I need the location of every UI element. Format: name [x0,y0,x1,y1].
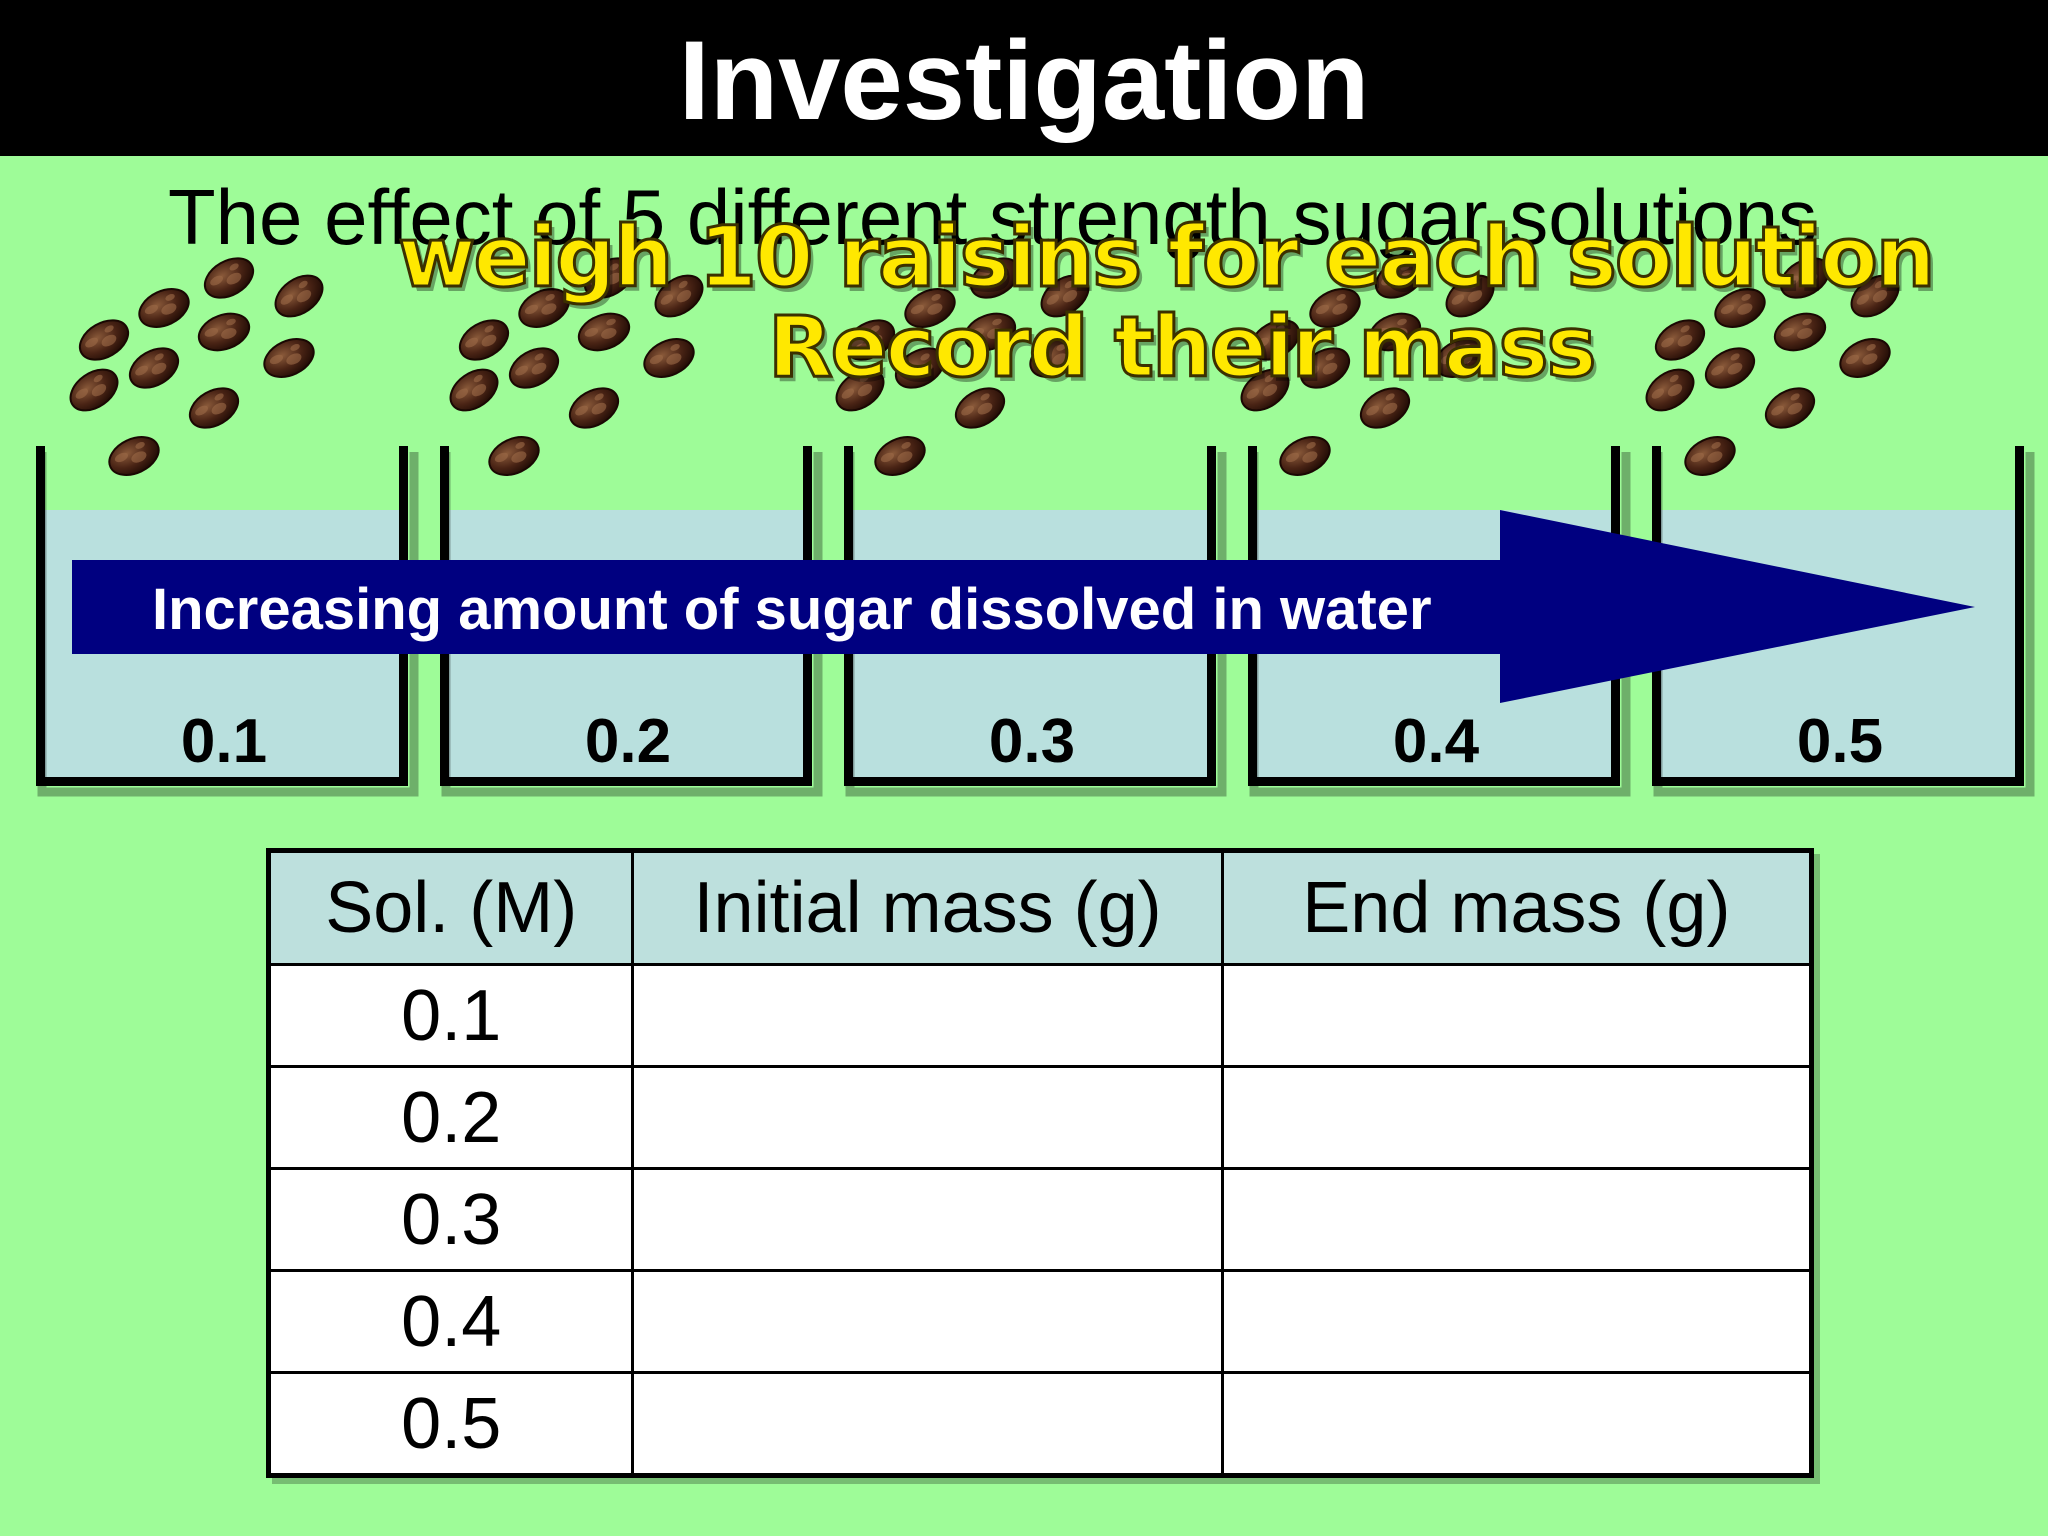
raisin-icon [577,312,631,352]
overlay-instruction-line-2: Record their mass [767,297,1599,398]
raisin-icon [1714,288,1766,328]
raisin-icon [583,257,635,299]
raisin-icon [1359,387,1411,429]
raisin-icon [1029,338,1081,378]
raisin-icon [1773,312,1827,352]
table-row: 0.5 [266,1371,1814,1477]
raisin-icon [874,436,926,476]
raisin-icon [1040,274,1090,318]
raisin-icon [1240,368,1290,412]
table-header-row: Sol. (M) Initial mass (g) End mass (g) [266,849,1814,966]
cell-initial-mass[interactable] [631,963,1224,1068]
raisin-icon [1445,274,1495,318]
raisin-icon [844,319,896,361]
arrow-icon [72,510,1975,703]
raisin-icon [69,368,119,412]
raisin-icon [488,436,540,476]
arrow-label: Increasing amount of sugar dissolved in … [152,577,1432,642]
raisin-icon [78,319,130,361]
cell-initial-mass[interactable] [631,1371,1224,1477]
cell-initial-mass[interactable] [631,1269,1224,1374]
raisin-icon [1654,319,1706,361]
header-end-mass: End mass (g) [1220,849,1814,966]
beaker-label: 0.2 [584,707,672,776]
cell-initial-mass[interactable] [631,1167,1224,1272]
raisin-icon [835,368,885,412]
cell-end-mass[interactable] [1220,1371,1814,1477]
overlay-instruction-line-1: weigh 10 raisins for each solution [397,207,1938,308]
raisin-icon [904,288,956,328]
raisin-icon [203,257,255,299]
raisin-icon [1434,338,1486,378]
raisin-icon [568,387,620,429]
table-row: 0.1 [266,963,1814,1068]
raisin-icon [518,288,570,328]
raisin-icon [894,347,946,389]
raisin-icon [1704,347,1756,389]
cell-end-mass[interactable] [1220,1167,1814,1272]
raisin-icon [449,368,499,412]
raisin-icon [654,274,704,318]
raisin-icon [969,257,1021,299]
raisin-icon [197,312,251,352]
raisin-icon [1645,368,1695,412]
raisin-icon [274,274,324,318]
raisin-icon [138,288,190,328]
beaker-label: 0.4 [1392,707,1480,776]
raisin-icon [1309,288,1361,328]
raisin-icon [263,338,315,378]
raisin-icon [458,319,510,361]
cell-end-mass[interactable] [1220,1269,1814,1374]
raisin-icon [1249,319,1301,361]
raisin-icon [1764,387,1816,429]
slide-title: Investigation [678,18,1370,143]
cell-sol: 0.4 [266,1269,635,1374]
slide-subtitle: The effect of 5 different strength sugar… [168,173,1818,261]
table-row: 0.2 [266,1065,1814,1170]
results-table: Sol. (M) Initial mass (g) End mass (g) 0… [266,848,1814,1478]
table-row: 0.4 [266,1269,1814,1374]
raisin-icon [1374,257,1426,299]
raisin-icon [643,338,695,378]
cell-sol: 0.5 [266,1371,635,1477]
beaker-scene [36,257,2035,797]
beaker-label: 0.5 [1796,707,1884,776]
table-row: 0.3 [266,1167,1814,1272]
raisin-icon [1279,436,1331,476]
raisin-icon [954,387,1006,429]
beaker-label: 0.3 [988,707,1076,776]
raisin-icon [1850,274,1900,318]
raisin-icon [1839,338,1891,378]
cell-sol: 0.2 [266,1065,635,1170]
raisin-icon [1779,257,1831,299]
raisin-icon [108,436,160,476]
header-initial-mass: Initial mass (g) [631,849,1224,966]
raisin-icon [508,347,560,389]
cell-initial-mass[interactable] [631,1065,1224,1170]
raisin-icon [1368,312,1422,352]
raisin-icon [1299,347,1351,389]
beaker-label: 0.1 [180,707,268,776]
cell-sol: 0.1 [266,963,635,1068]
cell-end-mass[interactable] [1220,963,1814,1068]
raisin-icon [1684,436,1736,476]
raisin-icon [128,347,180,389]
cell-end-mass[interactable] [1220,1065,1814,1170]
cell-sol: 0.3 [266,1167,635,1272]
raisin-icon [188,387,240,429]
header-sol: Sol. (M) [266,849,635,966]
raisin-icon [963,312,1017,352]
title-bar [0,0,2048,156]
